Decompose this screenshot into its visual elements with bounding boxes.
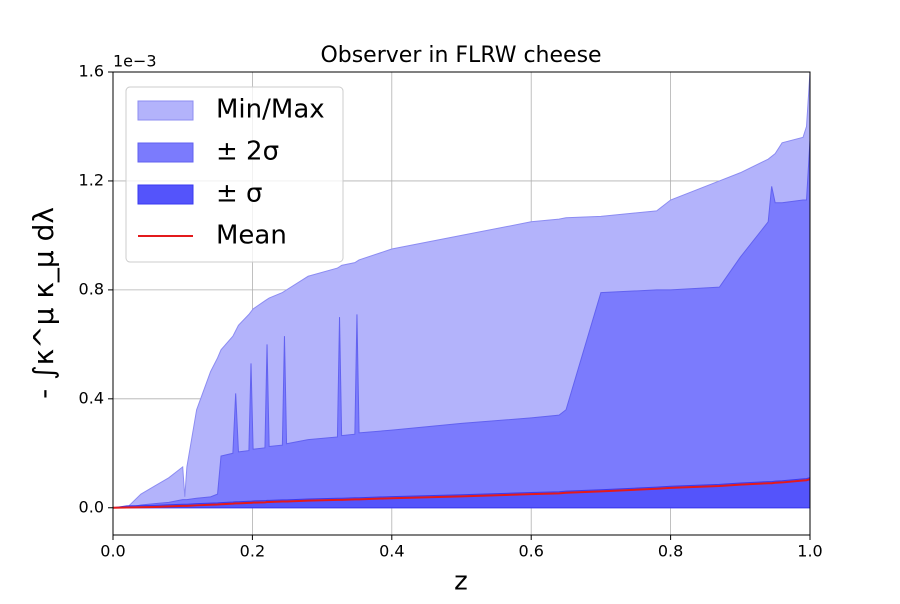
y-tick-label: 0.4 <box>79 388 104 407</box>
y-axis-label: - ∫κ^μ κ_μ dλ <box>27 207 60 399</box>
x-tick-label: 1.0 <box>797 542 822 561</box>
plot-frame <box>112 71 811 536</box>
x-axis-label: z <box>454 567 468 597</box>
chart-title: Observer in FLRW cheese <box>320 43 601 68</box>
mean-line <box>112 478 811 509</box>
legend-swatch <box>137 184 194 205</box>
legend-swatch <box>137 100 194 121</box>
x-tick-label: 0.0 <box>100 542 125 561</box>
x-tick-label: 0.2 <box>240 542 265 561</box>
y-offset-label: 1e−3 <box>113 52 157 71</box>
legend-box <box>125 86 344 263</box>
legend: Min/Max ± 2σ ± σ Mean <box>125 86 344 263</box>
x-tick-label: 0.6 <box>518 542 543 561</box>
y-tick-label: 1.6 <box>79 62 104 81</box>
legend-label: ± σ <box>216 179 263 209</box>
legend-label: ± 2σ <box>216 137 279 167</box>
legend-label: Min/Max <box>216 95 325 125</box>
y-tick-label: 1.2 <box>79 170 104 189</box>
x-tick-label: 0.8 <box>658 542 683 561</box>
y-tick-label: 0.8 <box>79 279 104 298</box>
legend-swatch <box>137 142 194 163</box>
x-tick-label: 0.4 <box>379 542 404 561</box>
plot-area: 0.0 0.2 0.4 0.6 0.8 1.0 0.0 0.4 0.8 1.2 1.6 Min/Max… <box>79 62 823 561</box>
legend-label: Mean <box>216 221 287 251</box>
y-tick-label: 0.0 <box>79 497 104 516</box>
